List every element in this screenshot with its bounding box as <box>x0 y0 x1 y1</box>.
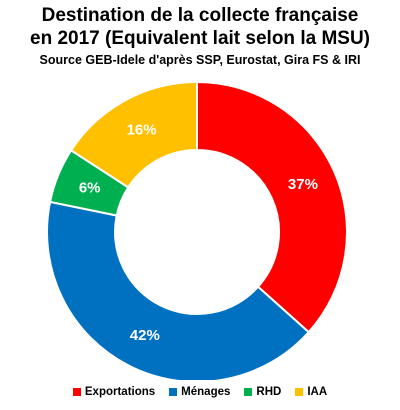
legend-item-iaa: IAA <box>295 386 327 398</box>
legend-item-exportations: Exportations <box>72 386 156 398</box>
data-label-iaa: 16% <box>127 122 157 139</box>
chart-title-line-1: Destination de la collecte française <box>41 5 359 26</box>
donut-chart: 37% 42% 6% 16% <box>46 80 348 380</box>
legend-label-rhd: RHD <box>256 386 282 398</box>
legend-label-iaa: IAA <box>307 386 328 398</box>
data-label-rhd: 6% <box>79 180 101 197</box>
legend-label-exportations: Exportations <box>84 386 156 398</box>
legend-item-rhd: RHD <box>244 386 281 398</box>
donut-slice-iaa <box>69 80 198 189</box>
legend-swatch-menages <box>169 388 178 396</box>
data-label-menages: 42% <box>130 327 160 344</box>
chart-titles: Destination de la collecte française en … <box>0 4 400 68</box>
legend-swatch-rhd <box>244 388 253 396</box>
legend-swatch-exportations <box>72 388 81 396</box>
chart-title-line-2: en 2017 (Equivalent lait selon la MSU) <box>30 28 370 49</box>
legend-item-menages: Ménages <box>169 386 230 398</box>
chart-subtitle: Source GEB-Idele d'après SSP, Eurostat, … <box>39 53 361 67</box>
data-label-exportations: 37% <box>288 176 318 193</box>
legend-label-menages: Ménages <box>181 386 231 398</box>
legend-swatch-iaa <box>295 388 304 396</box>
donut-slice-exportations <box>196 80 348 334</box>
chart-legend: Exportations Ménages RHD IAA <box>0 386 400 398</box>
donut-slice-menages <box>46 200 311 380</box>
